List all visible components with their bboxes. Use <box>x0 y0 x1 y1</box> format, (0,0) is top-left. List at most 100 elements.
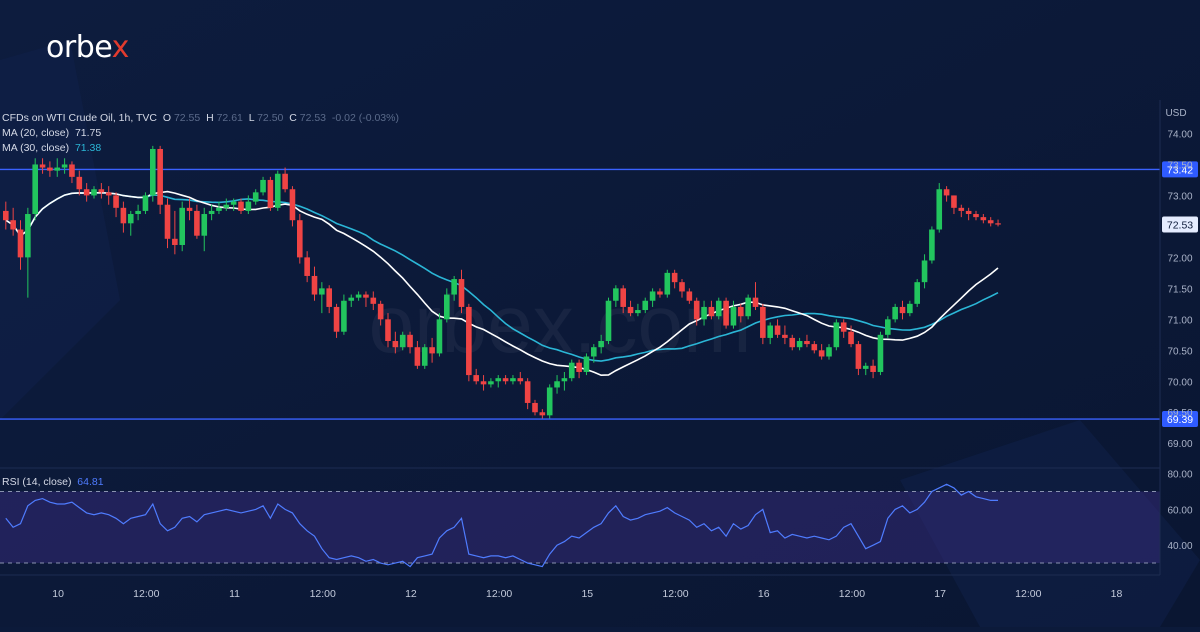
candle-body <box>715 300 722 317</box>
candle-body <box>480 381 487 385</box>
x-tick-label: 16 <box>758 588 770 600</box>
candle-body <box>929 229 935 261</box>
rsi-tick-label: 40.00 <box>1167 541 1192 552</box>
candle-body <box>32 164 38 215</box>
candle-body <box>510 378 516 382</box>
candle-body <box>539 412 546 416</box>
candle-body <box>649 291 656 301</box>
high-value: 72.61 <box>216 112 243 124</box>
candle-body <box>414 347 421 366</box>
candle-body <box>208 210 215 215</box>
candle-body <box>421 347 428 366</box>
candle-body <box>105 192 112 196</box>
candle-body <box>862 365 869 369</box>
candle-body <box>774 325 781 335</box>
rsi-band <box>0 491 1160 564</box>
legend-ma30: MA (30, close) 71.38 <box>2 142 101 154</box>
ma30-line <box>5 192 999 362</box>
level-tag-0 <box>1162 161 1198 178</box>
y-tick-label: 70.50 <box>1167 346 1192 357</box>
candle-body <box>811 344 818 351</box>
x-tick-label: 12:00 <box>486 588 512 600</box>
candle-body <box>657 291 663 295</box>
candle-body <box>407 334 413 348</box>
candle-body <box>319 288 325 295</box>
low-value: 72.50 <box>257 112 284 124</box>
x-tick-label: 18 <box>1111 588 1123 600</box>
close-value: 72.53 <box>299 112 327 124</box>
candle-body <box>605 300 612 342</box>
candle-body <box>738 306 744 317</box>
candle-body <box>150 148 156 196</box>
rsi-tick-label: 80.00 <box>1167 470 1192 481</box>
candle-body <box>524 381 531 403</box>
candle-body <box>598 341 604 348</box>
candle-body <box>98 189 105 193</box>
candle-body <box>620 288 626 307</box>
candle-body <box>818 350 825 357</box>
rsi-label: RSI (14, close) <box>2 476 72 488</box>
candle-body <box>495 378 502 382</box>
orbex-logo: orbex <box>46 30 129 65</box>
rsi-tick-label: 60.00 <box>1167 505 1192 516</box>
candle-body <box>789 337 796 348</box>
legend-ma20: MA (20, close) 71.75 <box>2 127 101 139</box>
current-price-tag <box>1162 216 1198 233</box>
candle-body <box>848 331 854 345</box>
candle-body <box>69 164 75 177</box>
x-tick-label: 10 <box>52 588 64 600</box>
candle-body <box>54 167 61 171</box>
candle-body <box>840 322 847 332</box>
y-tick-label: 73.00 <box>1167 191 1192 202</box>
ma20-value: 71.75 <box>74 127 102 139</box>
candle-body <box>870 365 876 372</box>
candle-body <box>348 297 355 301</box>
low-label: L <box>248 112 255 124</box>
x-tick-label: 15 <box>581 588 593 600</box>
candle-body <box>635 310 641 314</box>
candle-body <box>723 300 729 326</box>
candle-body <box>502 378 509 382</box>
candle-body <box>17 229 24 258</box>
candle-body <box>113 195 119 208</box>
candle-body <box>546 387 553 416</box>
candle-body <box>194 210 200 236</box>
candle-body <box>304 257 310 276</box>
ma30-label: MA (30, close) <box>2 142 70 154</box>
candle-body <box>39 164 46 168</box>
candle-body <box>980 217 987 221</box>
candle-body <box>664 272 671 295</box>
candle-body <box>127 214 134 224</box>
x-tick-label: 17 <box>934 588 946 600</box>
candle-body <box>877 334 884 372</box>
ma20-line <box>5 190 999 377</box>
level-tag-1 <box>1162 411 1198 428</box>
ma20-label: MA (20, close) <box>2 127 70 139</box>
candle-body <box>223 204 230 208</box>
candle-body <box>385 319 391 342</box>
candle-body <box>341 300 347 332</box>
legend-rsi: RSI (14, close) 64.81 <box>2 476 104 488</box>
candle-body <box>230 201 237 205</box>
candle-body <box>289 189 296 221</box>
candle-body <box>892 306 898 320</box>
candle-body <box>760 306 766 338</box>
x-tick-label: 12:00 <box>839 588 865 600</box>
candle-body <box>179 207 185 245</box>
y-tick-label: 74.00 <box>1167 129 1192 140</box>
candle-body <box>987 220 994 224</box>
level-label-1: 69.39 <box>1167 414 1193 426</box>
candle-body <box>245 201 252 211</box>
close-label: C <box>289 112 297 124</box>
candle-body <box>444 294 450 320</box>
y-tick-label: 70.00 <box>1167 377 1192 388</box>
candle-body <box>25 214 31 258</box>
candle-body <box>76 176 83 190</box>
candle-body <box>686 291 693 301</box>
candle-body <box>260 179 266 193</box>
candle-body <box>693 300 700 320</box>
candle-body <box>517 378 524 382</box>
candle-body <box>47 167 53 171</box>
candle-body <box>576 362 582 372</box>
